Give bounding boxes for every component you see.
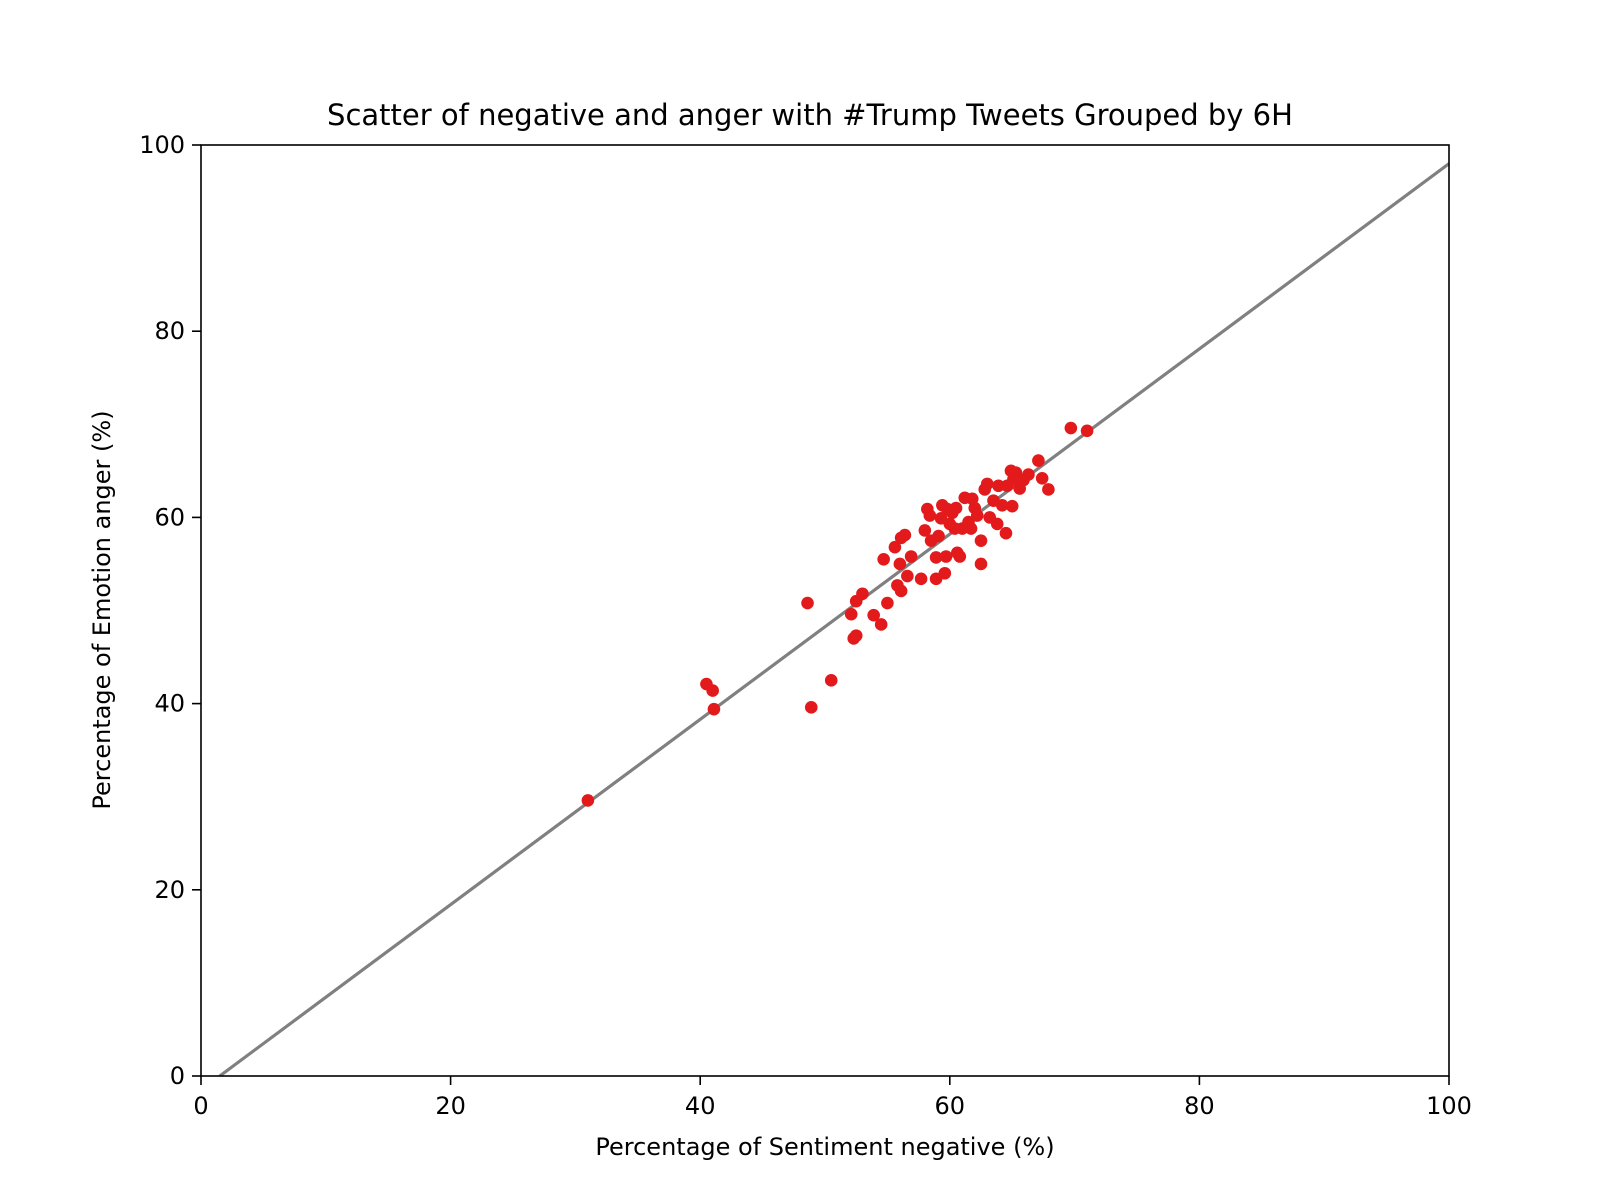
data-point <box>894 584 908 598</box>
data-point <box>707 702 721 716</box>
x-tick-label: 80 <box>1184 1092 1215 1120</box>
data-point <box>914 572 928 586</box>
data-point <box>877 552 890 566</box>
chart-title: Scatter of negative and anger with #Trum… <box>327 98 1293 132</box>
data-point <box>1005 499 1019 513</box>
data-point <box>964 522 978 535</box>
data-point <box>888 540 902 554</box>
data-point <box>849 629 863 642</box>
y-axis-label: Percentage of Emotion anger (%) <box>88 410 116 809</box>
x-tick-label: 20 <box>435 1092 466 1120</box>
data-point <box>856 587 869 601</box>
data-point <box>893 557 907 571</box>
data-point <box>581 794 595 807</box>
data-point <box>929 551 943 564</box>
data-point <box>953 550 967 563</box>
data-point <box>949 501 963 515</box>
data-point <box>939 550 953 563</box>
y-axis-ticks: 0 20 40 60 80 100 <box>139 131 201 1090</box>
plot-area <box>218 162 1449 1076</box>
x-tick-label: 40 <box>685 1092 716 1120</box>
data-point <box>804 701 818 714</box>
data-point <box>844 607 858 621</box>
data-point <box>932 529 945 543</box>
y-tick-label: 0 <box>170 1062 185 1090</box>
data-point <box>898 528 912 542</box>
y-tick-label: 80 <box>154 317 185 345</box>
data-point <box>904 550 918 563</box>
data-point <box>918 524 932 537</box>
data-point <box>867 608 880 622</box>
x-tick-label: 0 <box>193 1092 208 1120</box>
x-tick-label: 100 <box>1426 1092 1472 1120</box>
y-tick-label: 100 <box>139 131 185 159</box>
data-point <box>881 596 894 610</box>
data-point <box>901 569 914 583</box>
data-point <box>1022 468 1035 481</box>
y-tick-label: 40 <box>154 690 185 718</box>
data-point <box>1032 454 1045 467</box>
data-point <box>974 557 988 571</box>
data-point <box>938 566 952 580</box>
y-tick-label: 20 <box>154 876 185 904</box>
data-point <box>1042 483 1055 496</box>
data-point <box>992 479 1005 493</box>
data-point <box>999 526 1013 540</box>
data-point <box>706 684 719 697</box>
data-point <box>923 509 937 522</box>
y-tick-label: 60 <box>154 503 185 531</box>
plot-frame <box>200 144 1450 1077</box>
data-points <box>581 421 1094 807</box>
data-point <box>801 596 814 610</box>
data-point <box>1035 471 1049 485</box>
data-point <box>995 498 1009 512</box>
x-axis-label: Percentage of Sentiment negative (%) <box>595 1133 1054 1161</box>
trend-line <box>218 162 1449 1076</box>
data-point <box>1080 424 1094 438</box>
x-axis-ticks: 0 20 40 60 80 100 <box>193 1076 1472 1120</box>
data-point <box>974 534 988 547</box>
data-point <box>990 517 1004 531</box>
data-point <box>874 618 888 631</box>
data-point <box>980 477 994 491</box>
data-point <box>824 674 838 687</box>
data-point <box>970 509 984 522</box>
data-point <box>1064 421 1078 435</box>
x-tick-label: 60 <box>935 1092 966 1120</box>
